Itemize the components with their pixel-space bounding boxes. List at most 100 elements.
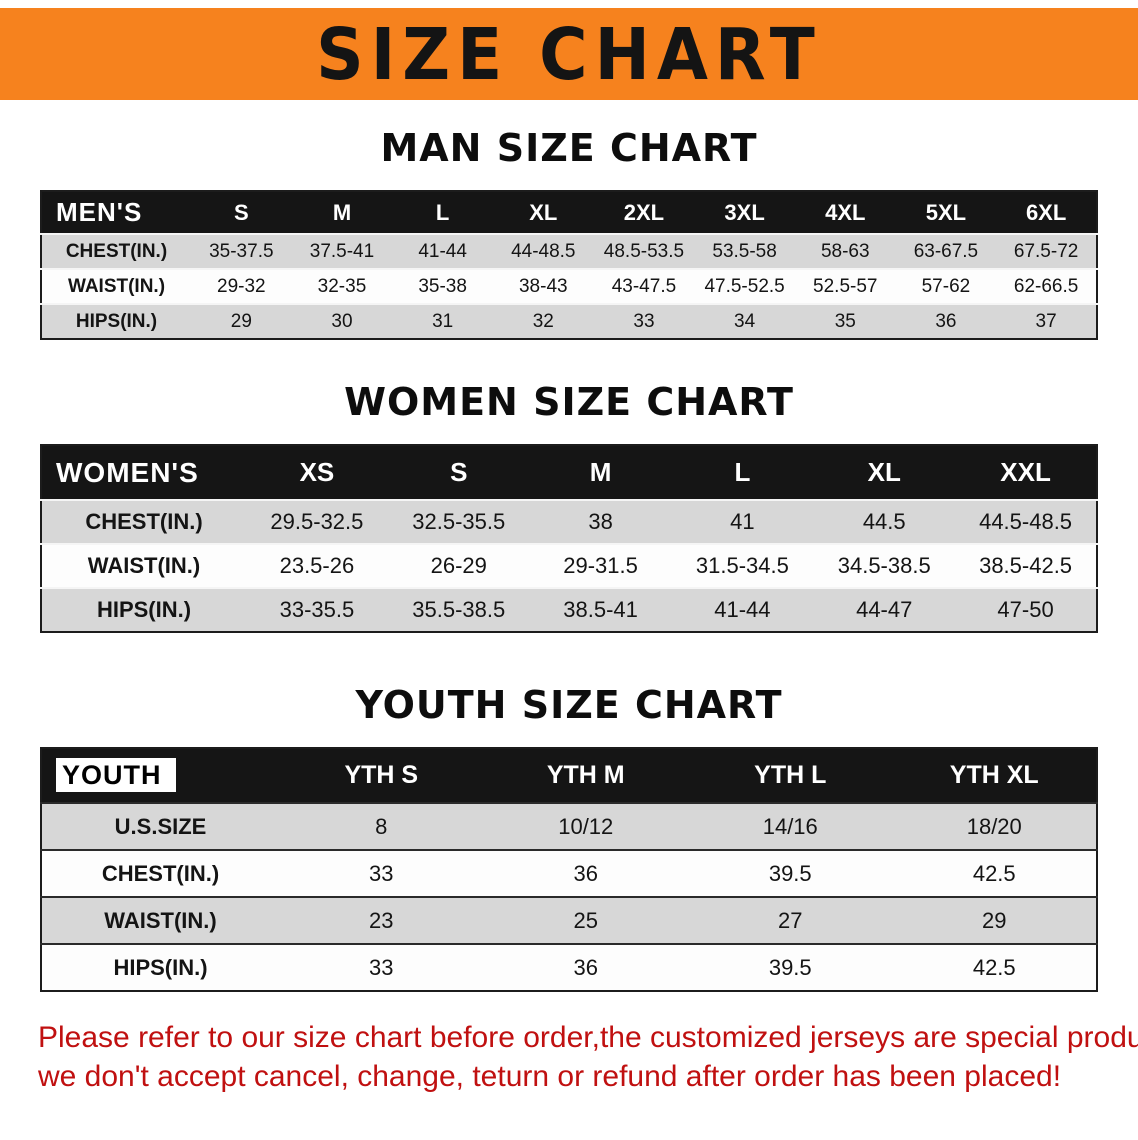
size-chart-banner: SIZE CHART — [0, 8, 1138, 100]
women-size-table: WOMEN'S XS S M L XL XXL CHEST(IN.) 29.5-32.5 32.5… — [40, 444, 1098, 633]
size-value-cell: 44-48.5 — [492, 233, 594, 269]
youth-section-heading: YOUTH SIZE CHART — [355, 683, 783, 727]
size-value-cell: 41-44 — [671, 587, 814, 632]
size-column-header: YTH XL — [892, 748, 1097, 803]
size-value-cell: 33-35.5 — [246, 587, 388, 632]
size-value-cell: 37.5-41 — [291, 233, 393, 269]
size-value-cell: 53.5-58 — [694, 233, 795, 269]
size-value-cell: 31 — [392, 303, 493, 339]
size-column-header: 4XL — [794, 191, 896, 234]
size-column-header: YTH S — [279, 748, 484, 803]
table-header-label-text: YOUTH — [56, 758, 176, 792]
size-column-header: S — [387, 445, 530, 500]
row-label: U.S.SIZE — [41, 802, 279, 850]
youth-size-table: YOUTH YTH S YTH M YTH L YTH XL U.S.SIZE 8 10/12… — [40, 747, 1098, 992]
size-value-cell: 63-67.5 — [895, 233, 997, 269]
table-row: HIPS(IN.) 29 30 31 32 33 34 35 36 37 — [41, 303, 1097, 339]
size-value-cell: 41-44 — [392, 233, 493, 269]
row-label: WAIST(IN.) — [41, 543, 246, 588]
size-value-cell: 35.5-38.5 — [387, 587, 530, 632]
size-value-cell: 36 — [483, 943, 688, 991]
size-value-cell: 36 — [895, 303, 997, 339]
size-column-header: YTH L — [688, 748, 893, 803]
size-value-cell: 39.5 — [688, 943, 893, 991]
size-column-header: XS — [246, 445, 388, 500]
size-value-cell: 33 — [279, 849, 484, 897]
size-value-cell: 14/16 — [688, 802, 893, 850]
size-value-cell: 23 — [279, 896, 484, 944]
size-value-cell: 47.5-52.5 — [694, 268, 795, 304]
size-value-cell: 67.5-72 — [996, 233, 1097, 269]
row-label: CHEST(IN.) — [41, 233, 191, 269]
size-value-cell: 43-47.5 — [593, 268, 695, 304]
size-value-cell: 34 — [694, 303, 795, 339]
size-value-cell: 8 — [279, 802, 484, 850]
size-value-cell: 27 — [688, 896, 893, 944]
size-value-cell: 31.5-34.5 — [671, 543, 814, 588]
disclaimer: Please refer to our size chart before or… — [38, 1018, 1138, 1096]
size-column-header: 6XL — [996, 191, 1097, 234]
row-label: WAIST(IN.) — [41, 268, 191, 304]
size-column-header: M — [291, 191, 393, 234]
table-row: WAIST(IN.) 23.5-26 26-29 29-31.5 31.5-34.5 34… — [41, 543, 1097, 588]
table-header-label: MEN'S — [41, 191, 191, 234]
size-column-header: L — [671, 445, 814, 500]
table-row: U.S.SIZE 8 10/12 14/16 18/20 — [41, 802, 1097, 850]
size-value-cell: 32-35 — [291, 268, 393, 304]
size-value-cell: 42.5 — [892, 943, 1097, 991]
size-column-header: XL — [813, 445, 956, 500]
table-header-label: YOUTH — [41, 748, 279, 803]
table-row: CHEST(IN.) 29.5-32.5 32.5-35.5 38 41 44.5 44.5… — [41, 499, 1097, 544]
table-row: HIPS(IN.) 33-35.5 35.5-38.5 38.5-41 41-44 44-… — [41, 587, 1097, 632]
table-header-row: WOMEN'S XS S M L XL XXL — [41, 445, 1097, 500]
size-value-cell: 44.5 — [813, 499, 956, 544]
size-value-cell: 33 — [279, 943, 484, 991]
disclaimer-line-2: we don't accept cancel, change, teturn o… — [38, 1060, 1062, 1093]
men-size-section: MAN SIZE CHART MEN'S S M L XL 2XL 3XL 4XL 5XL 6XL… — [0, 126, 1138, 340]
size-value-cell: 29 — [191, 303, 292, 339]
size-column-header: YTH M — [483, 748, 688, 803]
size-value-cell: 52.5-57 — [794, 268, 896, 304]
size-value-cell: 47-50 — [955, 587, 1097, 632]
size-value-cell: 42.5 — [892, 849, 1097, 897]
women-size-section: WOMEN SIZE CHART WOMEN'S XS S M L XL XXL CHEST(… — [0, 380, 1138, 633]
size-value-cell: 18/20 — [892, 802, 1097, 850]
women-section-heading: WOMEN SIZE CHART — [344, 380, 794, 424]
size-value-cell: 29.5-32.5 — [246, 499, 388, 544]
size-value-cell: 62-66.5 — [996, 268, 1097, 304]
disclaimer-line-1: Please refer to our size chart before or… — [38, 1021, 1138, 1054]
size-column-header: 2XL — [593, 191, 695, 234]
size-value-cell: 38-43 — [492, 268, 594, 304]
row-label: CHEST(IN.) — [41, 499, 246, 544]
size-value-cell: 35-37.5 — [191, 233, 292, 269]
size-value-cell: 36 — [483, 849, 688, 897]
size-value-cell: 48.5-53.5 — [593, 233, 695, 269]
table-row: CHEST(IN.) 33 36 39.5 42.5 — [41, 849, 1097, 897]
size-value-cell: 38.5-42.5 — [955, 543, 1097, 588]
size-column-header: 3XL — [694, 191, 795, 234]
size-value-cell: 29-32 — [191, 268, 292, 304]
row-label: HIPS(IN.) — [41, 587, 246, 632]
row-label: CHEST(IN.) — [41, 849, 279, 897]
size-value-cell: 57-62 — [895, 268, 997, 304]
row-label: WAIST(IN.) — [41, 896, 279, 944]
size-value-cell: 29-31.5 — [529, 543, 672, 588]
size-value-cell: 32 — [492, 303, 594, 339]
size-column-header: M — [529, 445, 672, 500]
size-value-cell: 32.5-35.5 — [387, 499, 530, 544]
size-value-cell: 44-47 — [813, 587, 956, 632]
size-value-cell: 25 — [483, 896, 688, 944]
size-value-cell: 30 — [291, 303, 393, 339]
youth-size-section: YOUTH SIZE CHART YOUTH YTH S YTH M YTH L YTH… — [0, 683, 1138, 992]
size-value-cell: 38.5-41 — [529, 587, 672, 632]
size-column-header: L — [392, 191, 493, 234]
men-section-heading: MAN SIZE CHART — [380, 126, 758, 170]
size-value-cell: 38 — [529, 499, 672, 544]
size-column-header: XL — [492, 191, 594, 234]
table-header-row: MEN'S S M L XL 2XL 3XL 4XL 5XL 6XL — [41, 191, 1097, 234]
table-header-row: YOUTH YTH S YTH M YTH L YTH XL — [41, 748, 1097, 803]
row-label: HIPS(IN.) — [41, 943, 279, 991]
size-value-cell: 37 — [996, 303, 1097, 339]
size-value-cell: 44.5-48.5 — [955, 499, 1097, 544]
table-row: CHEST(IN.) 35-37.5 37.5-41 41-44 44-48.5 48.5… — [41, 233, 1097, 269]
